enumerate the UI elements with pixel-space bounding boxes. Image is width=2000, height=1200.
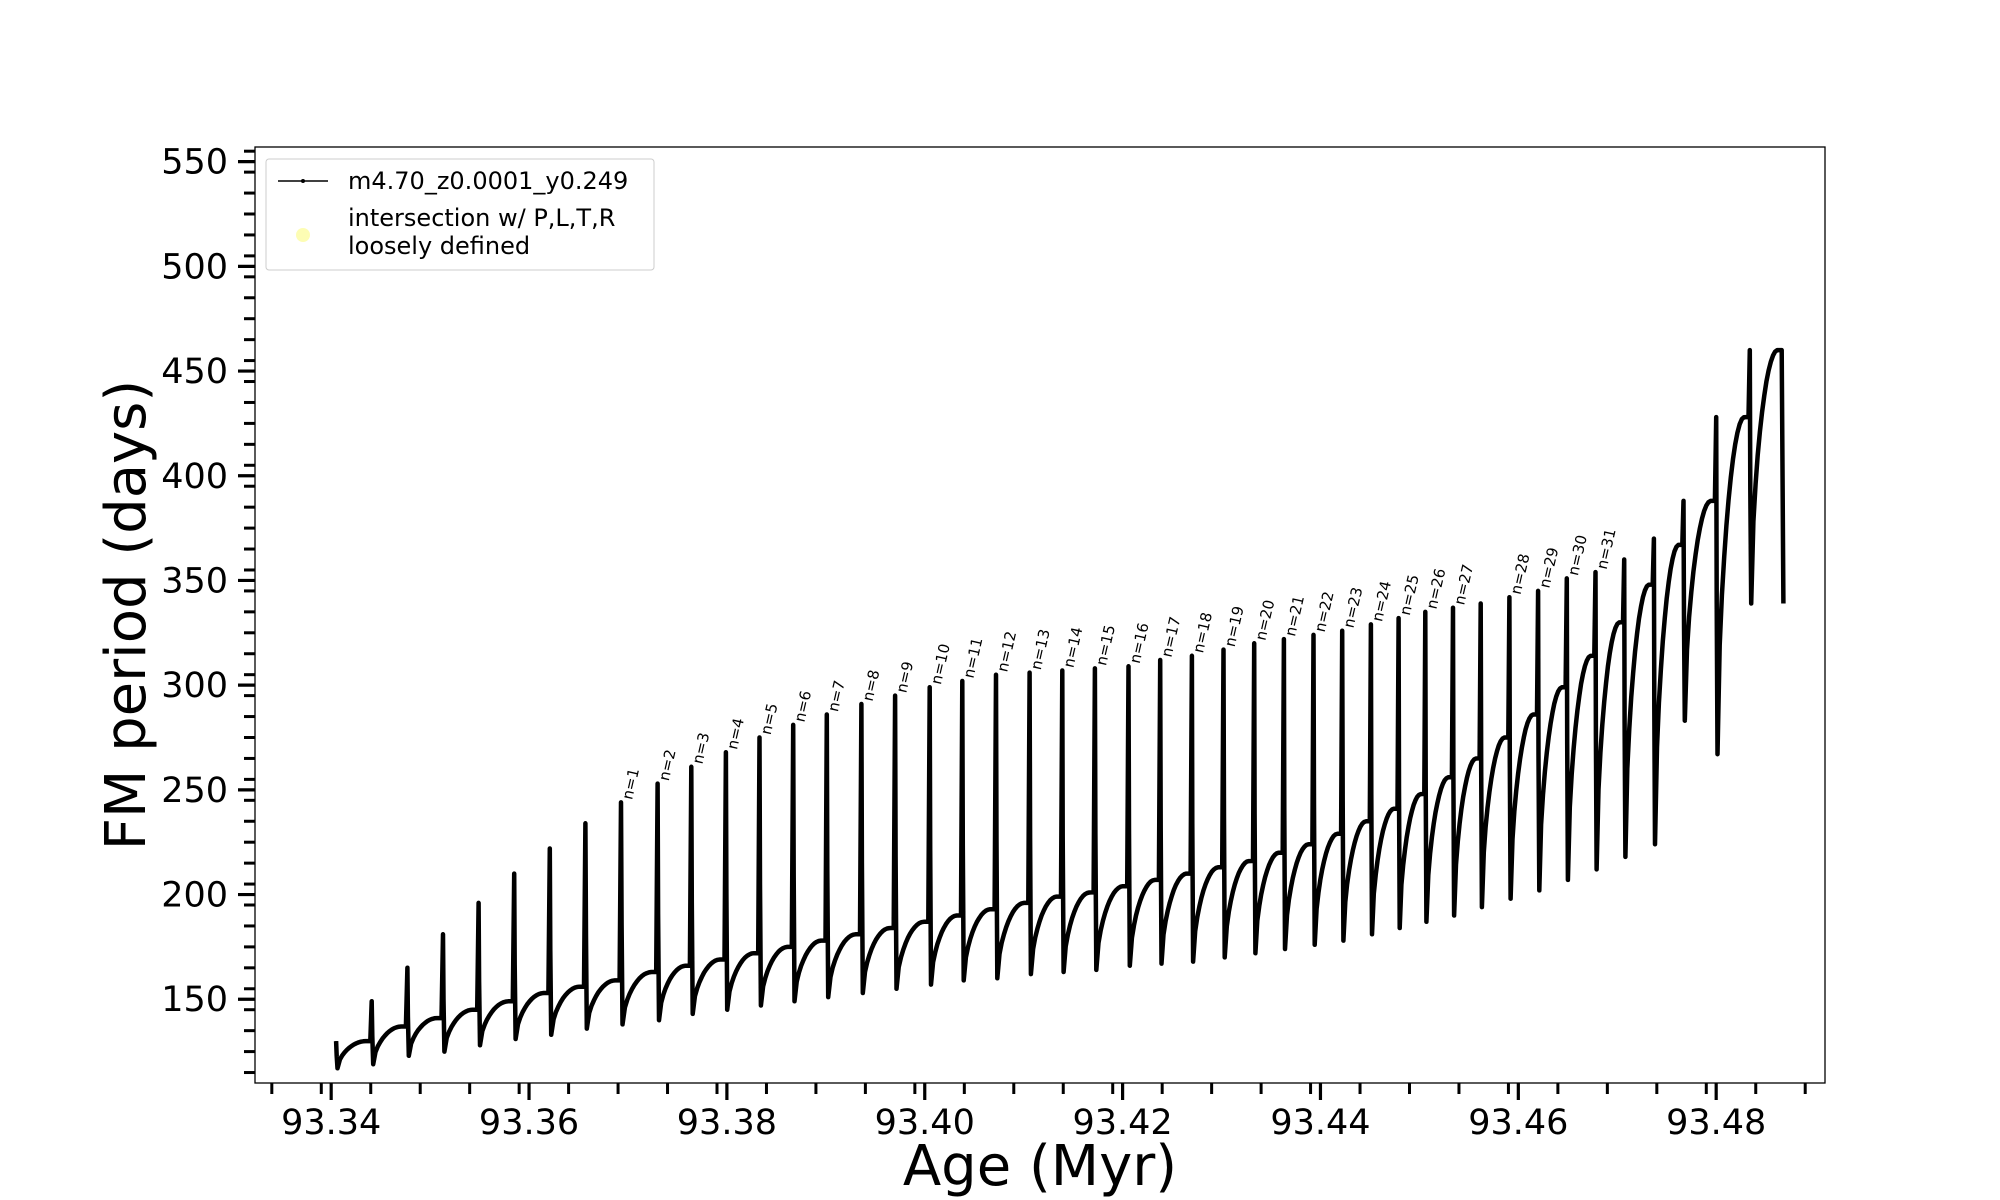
x-tick-label: 93.36 bbox=[479, 1103, 579, 1143]
plot-area bbox=[254, 146, 1826, 1084]
y-axis-title: FM period (days) bbox=[94, 380, 159, 850]
legend-intersection-label-line1: intersection w/ P,L,T,R bbox=[348, 204, 615, 232]
legend-intersection-label-line2: loosely defined bbox=[348, 232, 530, 260]
y-tick-label: 350 bbox=[161, 561, 228, 601]
y-tick-label: 550 bbox=[161, 143, 228, 183]
y-tick-label: 150 bbox=[161, 980, 228, 1020]
y-tick-label: 400 bbox=[161, 457, 228, 497]
y-tick-label: 200 bbox=[161, 876, 228, 916]
series-line bbox=[333, 347, 1786, 1071]
x-tick-label: 93.34 bbox=[281, 1103, 381, 1143]
x-axis: 93.34 93.36 93.38 93.40 93.42 93.44 93.46 93.48 bbox=[270, 1083, 1807, 1143]
legend-dot-swatch bbox=[296, 228, 310, 242]
legend-series-label: m4.70_z0.0001_y0.249 bbox=[348, 167, 628, 195]
x-axis-title: Age (Myr) bbox=[903, 1134, 1177, 1199]
x-tick-label: 93.40 bbox=[875, 1103, 975, 1143]
x-tick-label: 93.46 bbox=[1468, 1103, 1568, 1143]
legend-line-marker bbox=[301, 179, 305, 183]
y-tick-label: 500 bbox=[161, 247, 228, 287]
y-tick-label: 250 bbox=[161, 771, 228, 811]
legend-box bbox=[265, 158, 655, 271]
y-axis: 150 200 250 300 350 400 450 500 550 bbox=[161, 143, 255, 1075]
x-tick-label: 93.42 bbox=[1073, 1103, 1173, 1143]
series-layer bbox=[333, 347, 1786, 1071]
x-tick-label: 93.44 bbox=[1270, 1103, 1370, 1143]
y-tick-label: 450 bbox=[161, 352, 228, 392]
x-tick-label: 93.38 bbox=[677, 1103, 777, 1143]
x-tick-label: 93.48 bbox=[1666, 1103, 1766, 1143]
y-tick-label: 300 bbox=[161, 666, 228, 706]
legend: m4.70_z0.0001_y0.249 intersection w/ P,L… bbox=[265, 158, 655, 271]
